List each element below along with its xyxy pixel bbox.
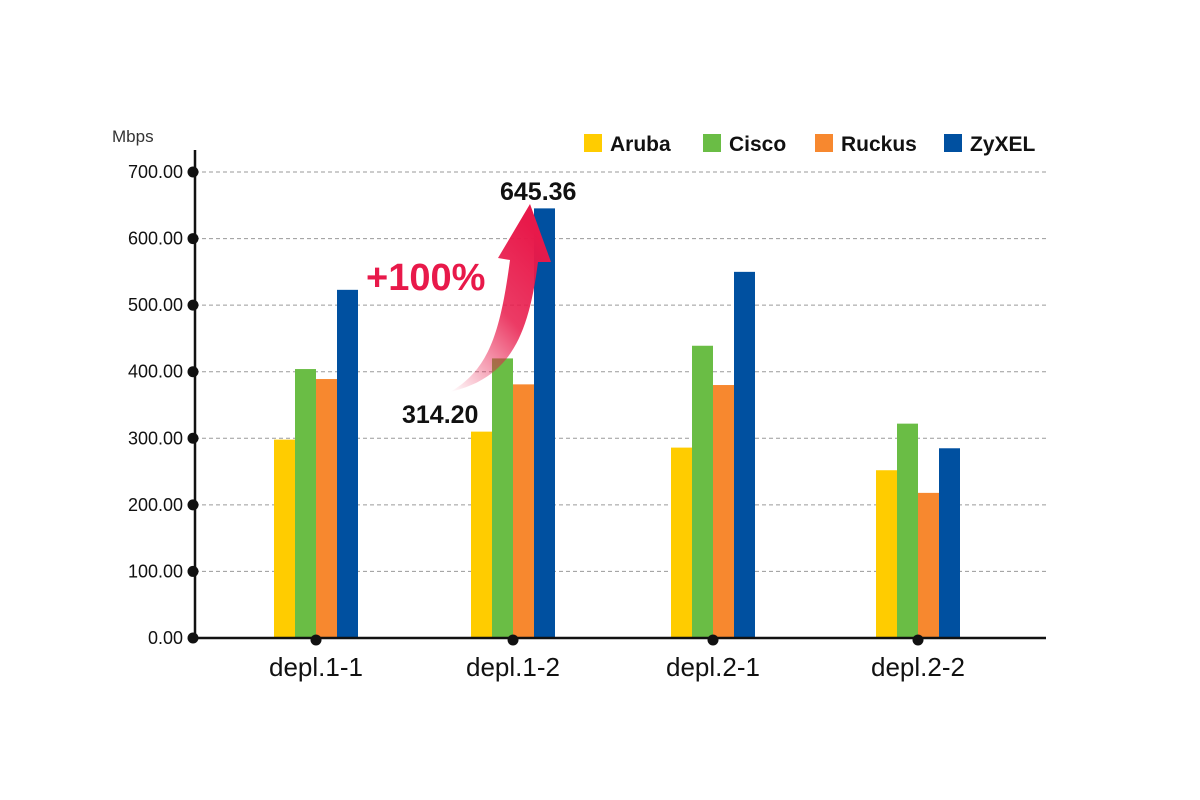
bar-cisco-depl.1-2 bbox=[492, 358, 513, 638]
x-tick-dot bbox=[310, 634, 322, 646]
legend-label-aruba: Aruba bbox=[610, 133, 671, 156]
bar-ruckus-depl.2-1 bbox=[713, 385, 734, 638]
x-tick-label: depl.2-1 bbox=[666, 652, 760, 682]
bar-ruckus-depl.1-1 bbox=[316, 379, 337, 638]
bar-ruckus-depl.1-2 bbox=[513, 384, 534, 638]
y-tick-dot bbox=[187, 166, 199, 178]
x-tick-label: depl.2-2 bbox=[871, 652, 965, 682]
legend-label-ruckus: Ruckus bbox=[841, 133, 917, 156]
end-value-label: 645.36 bbox=[500, 178, 576, 206]
y-axis-unit-label: Mbps bbox=[112, 127, 154, 146]
growth-percent-label: +100% bbox=[366, 257, 485, 299]
bar-zyxel-depl.2-2 bbox=[939, 448, 960, 638]
legend-swatch-zyxel bbox=[944, 134, 962, 152]
y-tick-label: 600.00 bbox=[128, 229, 183, 249]
legend-label-zyxel: ZyXEL bbox=[970, 133, 1036, 156]
bar-cisco-depl.1-1 bbox=[295, 369, 316, 638]
bar-zyxel-depl.2-1 bbox=[734, 271, 755, 638]
bar-cisco-depl.2-2 bbox=[897, 423, 918, 638]
y-tick-dot bbox=[187, 299, 199, 311]
y-tick-label: 500.00 bbox=[128, 295, 183, 315]
bar-ruckus-depl.2-2 bbox=[918, 492, 939, 638]
legend-swatch-ruckus bbox=[815, 134, 833, 152]
start-value-label: 314.20 bbox=[402, 401, 478, 429]
x-tick-dot bbox=[912, 634, 924, 646]
bar-zyxel-depl.1-1 bbox=[337, 289, 358, 638]
bar-aruba-depl.2-2 bbox=[876, 470, 897, 638]
bars bbox=[274, 208, 960, 638]
x-tick-dot bbox=[507, 634, 519, 646]
legend-label-cisco: Cisco bbox=[729, 133, 786, 156]
x-tick-label: depl.1-2 bbox=[466, 652, 560, 682]
growth-arrow bbox=[450, 204, 551, 392]
y-tick-label: 200.00 bbox=[128, 495, 183, 515]
y-tick-dot bbox=[187, 366, 199, 378]
y-tick-label: 400.00 bbox=[128, 362, 183, 382]
x-tick-label: depl.1-1 bbox=[269, 652, 363, 682]
y-tick-label: 100.00 bbox=[128, 561, 183, 581]
growth-annotation: +100% 314.20 645.36 bbox=[366, 178, 576, 429]
bar-zyxel-depl.1-2 bbox=[534, 208, 555, 638]
axes bbox=[187, 150, 1046, 646]
x-tick-dot bbox=[707, 634, 719, 646]
axis-labels: 0.00 100.00 200.00 300.00 400.00 500.00 600.00… bbox=[128, 162, 965, 682]
y-tick-label: 300.00 bbox=[128, 428, 183, 448]
y-tick-label: 700.00 bbox=[128, 162, 183, 182]
y-tick-dot bbox=[187, 432, 199, 444]
y-tick-dot bbox=[187, 565, 199, 577]
y-tick-label: 0.00 bbox=[148, 628, 183, 648]
legend-swatch-cisco bbox=[703, 134, 721, 152]
bar-aruba-depl.2-1 bbox=[671, 447, 692, 638]
y-tick-dot bbox=[187, 233, 199, 245]
legend: Aruba Cisco Ruckus ZyXEL bbox=[584, 133, 1036, 156]
bar-aruba-depl.1-1 bbox=[274, 439, 295, 638]
legend-swatch-aruba bbox=[584, 134, 602, 152]
y-tick-dot bbox=[187, 499, 199, 511]
bar-aruba-depl.1-2 bbox=[471, 431, 492, 638]
bar-cisco-depl.2-1 bbox=[692, 345, 713, 638]
